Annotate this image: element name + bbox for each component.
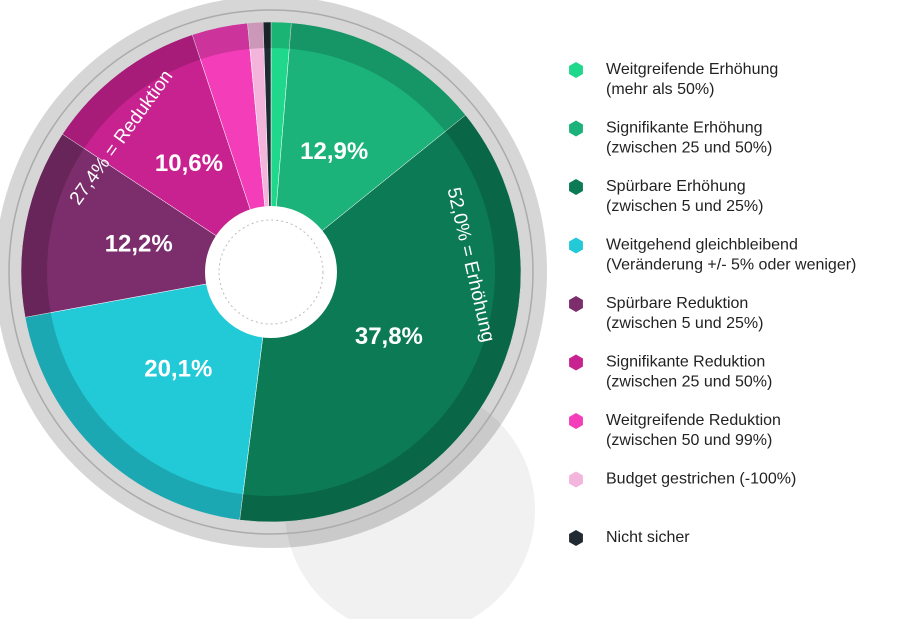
legend-marker — [569, 530, 583, 546]
hole — [205, 206, 337, 338]
legend-marker — [569, 62, 583, 78]
outer-ring — [8, 9, 534, 535]
legend-detail: (zwischen 5 und 25%) — [606, 315, 763, 332]
slice — [62, 34, 272, 273]
legend-detail: (zwischen 25 und 50%) — [606, 374, 772, 391]
legend-label: Signifikante Erhöhung — [606, 120, 763, 137]
legend-detail: (Veränderung +/- 5% oder weniger) — [606, 257, 856, 274]
legend-label: Weitgreifende Erhöhung — [606, 61, 778, 78]
value-label: 37,8% — [355, 323, 423, 350]
value-label: 20,1% — [144, 355, 212, 382]
legend-label: Spürbare Reduktion — [606, 295, 748, 312]
slice — [270, 22, 466, 273]
legend-label: Spürbare Erhöhung — [606, 178, 746, 195]
legend-marker — [569, 471, 583, 488]
slice — [239, 114, 522, 523]
value-label: 12,2% — [105, 230, 173, 257]
value-label: 12,9% — [300, 138, 368, 165]
outer-band-shade — [0, 0, 547, 548]
legend: Weitgreifende Erhöhung (mehr als 50%) Sign… — [569, 61, 856, 546]
legend-marker — [569, 179, 583, 195]
legend-label: Weitgreifende Reduktion — [606, 412, 781, 429]
legend-label: Budget gestrichen (-100%) — [606, 471, 796, 488]
legend-label: Weitgehend gleichbleibend — [606, 237, 798, 254]
legend-marker — [569, 413, 583, 429]
legend-detail: (zwischen 5 und 25%) — [606, 198, 763, 215]
value-label: 10,6% — [155, 150, 223, 177]
labels: 12,9% 37,8% 20,1% 12,2% 10,6% — [105, 138, 423, 382]
legend-label: Signifikante Reduktion — [606, 354, 765, 371]
legend-marker — [569, 237, 583, 254]
hole-ring — [218, 219, 324, 325]
legend-detail: (zwischen 50 und 99%) — [606, 432, 772, 449]
legend-marker — [569, 296, 583, 312]
slice — [24, 271, 272, 521]
legend-label: Nicht sicher — [606, 529, 690, 546]
legend-marker — [569, 120, 583, 137]
legend-detail: (zwischen 25 und 50%) — [606, 140, 772, 157]
legend-detail: (mehr als 50%) — [606, 81, 714, 98]
legend-marker — [569, 354, 583, 371]
